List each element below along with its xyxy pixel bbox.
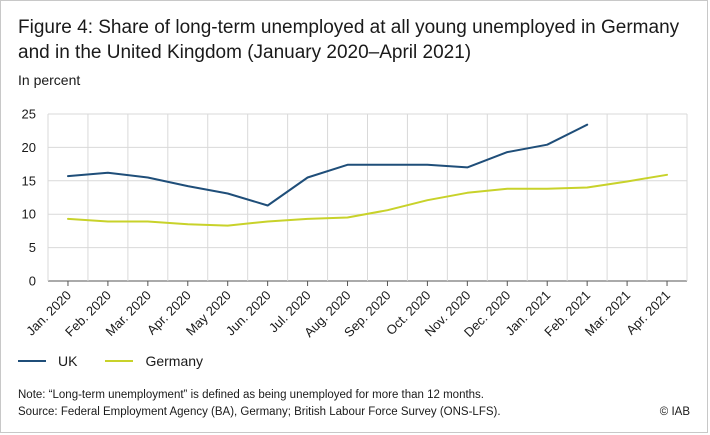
y-tick-label-5: 5 bbox=[29, 240, 36, 255]
legend-item-uk: UK bbox=[18, 353, 77, 369]
y-tick-label-25: 25 bbox=[22, 107, 36, 122]
y-tick-label-15: 15 bbox=[22, 173, 36, 188]
copyright-text: © IAB bbox=[659, 406, 690, 418]
y-tick-label-20: 20 bbox=[22, 140, 36, 155]
note-text: Note: “Long-term unemployment” is define… bbox=[18, 389, 485, 401]
legend-label-germany: Germany bbox=[145, 353, 204, 369]
grid-lines bbox=[47, 113, 688, 282]
source-text: Source: Federal Employment Agency (BA), … bbox=[18, 406, 501, 418]
y-tick-label-0: 0 bbox=[29, 274, 36, 289]
x-tick-label: Apr. 2021 bbox=[623, 288, 673, 338]
legend-item-germany: Germany bbox=[105, 353, 203, 369]
legend-label-uk: UK bbox=[58, 353, 78, 369]
y-axis-ticks: 0 5 10 15 20 25 bbox=[22, 107, 36, 289]
y-axis-unit-label: In percent bbox=[18, 72, 81, 88]
y-tick-label-10: 10 bbox=[22, 207, 36, 222]
legend-swatch-germany bbox=[105, 360, 134, 362]
series-line-germany bbox=[67, 173, 668, 227]
chart-title: Figure 4: Share of long-term unemployed … bbox=[18, 17, 680, 63]
chart-legend: UK Germany bbox=[18, 353, 231, 369]
series-line-uk bbox=[67, 123, 589, 207]
footnote: Note: “Long-term unemployment” is define… bbox=[18, 387, 501, 421]
series-lines bbox=[67, 123, 668, 227]
legend-swatch-uk bbox=[18, 360, 46, 362]
